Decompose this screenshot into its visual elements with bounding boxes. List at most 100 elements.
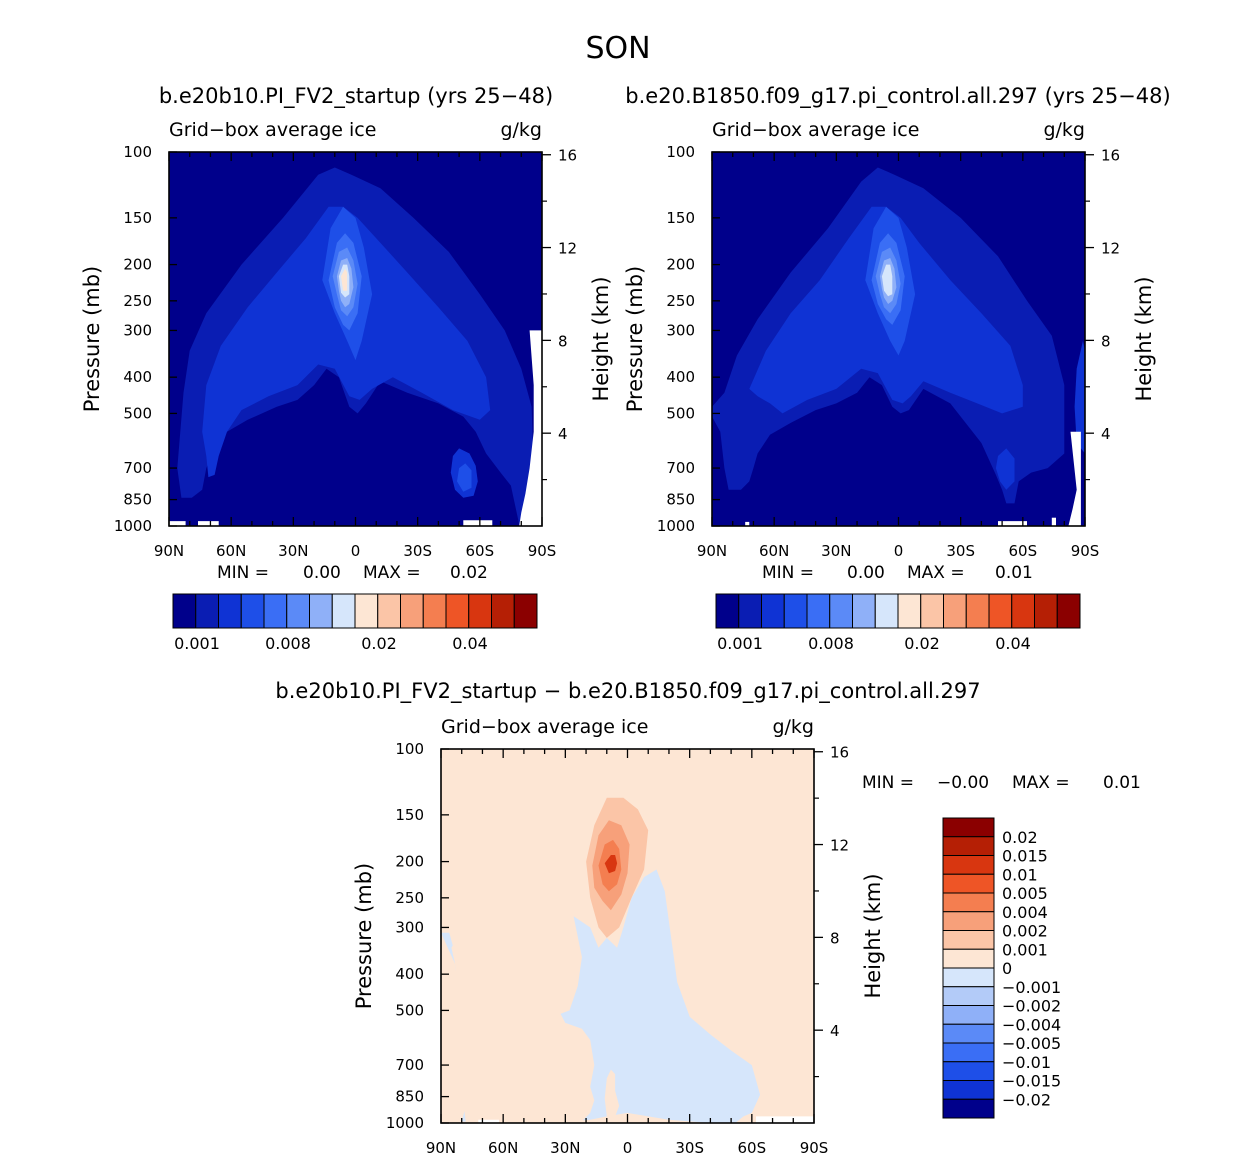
y2-tick-label: 4: [1101, 425, 1111, 443]
x-tick-label: 90N: [697, 542, 727, 560]
y-tick-label: 200: [666, 256, 695, 274]
colorbar-label: −0.015: [1002, 1072, 1061, 1091]
panel-units-label: g/kg: [1043, 119, 1085, 141]
x-tick-label: 30S: [403, 542, 432, 560]
y-tick-label: 300: [666, 321, 695, 339]
colorbar-box-7: [331, 593, 356, 629]
y-tick-label: 200: [123, 256, 152, 274]
colorbar-label: 0.001: [717, 634, 763, 653]
y-tick-label: 200: [395, 853, 424, 871]
y2-axis-title: Height (km): [1132, 276, 1156, 401]
x-tick-label: 30S: [946, 542, 975, 560]
colorbar-box-8: [897, 593, 922, 629]
colorbar-box-15: [513, 593, 538, 629]
figure-title: SON: [585, 31, 650, 66]
y-tick-label: 850: [395, 1088, 424, 1106]
missing-data-region-1: [756, 1116, 814, 1123]
colorbar-box-4: [942, 892, 995, 913]
x-tick-label: 60S: [1009, 542, 1038, 560]
y-axis-title: Pressure (mb): [352, 863, 376, 1010]
x-tick-label: 90S: [800, 1139, 829, 1157]
colorbar-label: −0.004: [1002, 1015, 1061, 1034]
missing-data-region-2: [1051, 517, 1056, 526]
min-value: 0.00: [303, 563, 341, 583]
y-tick-label: 300: [123, 321, 152, 339]
colorbar-box-6: [309, 593, 333, 629]
panel-case-title: b.e20b10.PI_FV2_startup (yrs 25−48): [159, 84, 553, 109]
colorbar-label: −0.002: [1002, 997, 1061, 1016]
panel-top-right: b.e20.B1850.f09_g17.pi_control.all.297 (…: [623, 84, 1171, 653]
max-value: 0.02: [450, 563, 488, 583]
y-tick-label: 400: [395, 965, 424, 983]
y2-axis-title: Height (km): [589, 276, 613, 401]
x-tick-label: 90N: [154, 542, 184, 560]
y2-tick-label: 16: [1101, 147, 1120, 165]
min-value: −0.00: [937, 773, 989, 793]
colorbar-box-6: [852, 593, 876, 629]
colorbar-label: −0.01: [1002, 1053, 1051, 1072]
missing-data-region-2: [463, 520, 493, 526]
colorbar-box-7: [942, 948, 995, 969]
colorbar-label: −0.005: [1002, 1034, 1061, 1053]
colorbar-label: 0.02: [361, 634, 397, 653]
x-tick-label: 30N: [278, 542, 308, 560]
min-label: MIN =: [217, 563, 269, 583]
colorbar-label: 0.02: [904, 634, 940, 653]
y2-tick-label: 12: [1101, 240, 1120, 258]
colorbar-label: 0.005: [1002, 884, 1048, 903]
panel-top-left: b.e20b10.PI_FV2_startup (yrs 25−48) Grid−…: [80, 84, 613, 653]
colorbar-box-10: [942, 1005, 995, 1025]
y-tick-label: 700: [123, 459, 152, 477]
y-tick-label: 700: [666, 459, 695, 477]
y-tick-label: 300: [395, 918, 424, 936]
y2-tick-label: 8: [558, 332, 568, 350]
y-axis-title: Pressure (mb): [623, 266, 647, 413]
colorbar-box-10: [400, 593, 424, 629]
panel-units-label: g/kg: [772, 716, 814, 738]
y-tick-label: 500: [123, 404, 152, 422]
y-tick-label: 150: [395, 806, 424, 824]
contour-band-4: [789, 916, 814, 1110]
colorbar-box-14: [942, 1080, 995, 1100]
colorbar-box-11: [942, 1023, 995, 1044]
y-tick-label: 150: [123, 209, 152, 227]
colorbar-box-3: [783, 593, 808, 629]
contour-band-2: [604, 1069, 620, 1117]
colorbar-box-13: [1011, 593, 1035, 629]
colorbar-label: 0.01: [1002, 865, 1038, 884]
y-tick-label: 150: [666, 209, 695, 227]
colorbar-box-2: [942, 855, 995, 875]
missing-data-region-3: [519, 330, 542, 526]
x-tick-label: 60N: [216, 542, 246, 560]
y-tick-label: 100: [666, 143, 695, 161]
colorbar-label: 0.04: [995, 634, 1031, 653]
colorbar-box-2: [218, 593, 242, 629]
colorbar-box-8: [942, 967, 995, 988]
x-tick-label: 30N: [550, 1139, 580, 1157]
colorbar-box-13: [942, 1061, 995, 1081]
colorbar-box-9: [942, 986, 995, 1006]
contour-band-8: [881, 264, 893, 297]
colorbar-box-1: [738, 593, 762, 629]
colorbar-label: 0: [1002, 959, 1012, 978]
colorbar-box-0: [172, 593, 197, 629]
colorbar-box-15: [942, 1098, 995, 1119]
x-tick-label: 90N: [426, 1139, 456, 1157]
max-label: MAX =: [1012, 773, 1070, 793]
panel-case-title: b.e20b10.PI_FV2_startup − b.e20.B1850.f0…: [275, 679, 980, 704]
colorbar-label: −0.02: [1002, 1090, 1051, 1109]
y2-axis-title: Height (km): [861, 873, 885, 998]
y2-tick-label: 16: [558, 147, 577, 165]
x-tick-label: 30N: [821, 542, 851, 560]
y-tick-label: 100: [123, 143, 152, 161]
colorbar-box-15: [1056, 593, 1081, 629]
colorbar-box-1: [195, 593, 219, 629]
panel-units-label: g/kg: [500, 119, 542, 141]
contour-band-0: [441, 869, 761, 1123]
panel-case-title: b.e20.B1850.f09_g17.pi_control.all.297 (…: [625, 84, 1170, 109]
colorbar-label: 0.001: [1002, 940, 1048, 959]
y-tick-label: 100: [395, 740, 424, 758]
x-tick-label: 60N: [759, 542, 789, 560]
colorbar-box-9: [920, 593, 944, 629]
